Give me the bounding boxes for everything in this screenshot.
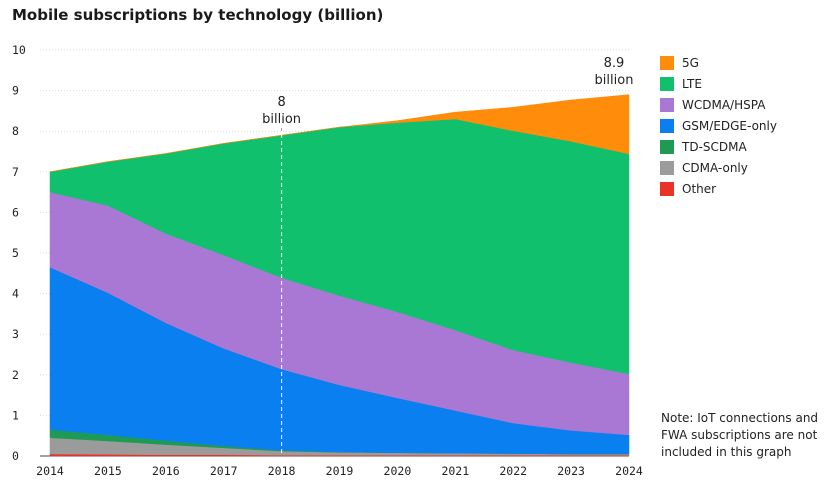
legend-swatch [660, 139, 674, 154]
legend-swatch [660, 160, 674, 175]
legend-swatch [660, 181, 674, 196]
annotation-value: 8.9 [604, 56, 625, 71]
legend-swatch [660, 118, 674, 133]
legend-label: GSM/EDGE-only [682, 118, 777, 133]
legend-item: LTE [660, 73, 777, 94]
y-tick-label: 3 [12, 327, 19, 341]
x-axis: 2014 2015 2016 2017 2018 2019 2020 2021 2022 2023… [36, 464, 643, 478]
legend-item: GSM/EDGE-only [660, 115, 777, 136]
legend-label: CDMA-only [682, 160, 748, 175]
y-tick-label: 7 [12, 165, 19, 179]
chart-title: Mobile subscriptions by technology (bill… [12, 6, 384, 24]
footnote: Note: IoT connections and FWA subscripti… [661, 411, 819, 459]
x-tick-label: 2017 [210, 464, 238, 478]
y-axis: 0 1 2 3 4 5 6 7 8 9 10 [12, 43, 26, 463]
legend-label: 5G [682, 55, 699, 70]
x-tick-label: 2024 [615, 464, 643, 478]
legend-swatch [660, 55, 674, 70]
x-tick-label: 2014 [36, 464, 64, 478]
y-tick-label: 10 [12, 43, 26, 57]
legend-swatch [660, 76, 674, 91]
area-5g [49, 94, 630, 173]
legend-item: CDMA-only [660, 157, 777, 178]
x-tick-label: 2015 [94, 464, 122, 478]
legend-item: 5G [660, 52, 777, 73]
y-tick-label: 1 [12, 408, 19, 422]
annotations: 8 billion 8.9 billion [262, 56, 633, 127]
legend-label: WCDMA/HSPA [682, 97, 766, 112]
x-tick-label: 2023 [557, 464, 585, 478]
x-tick-label: 2019 [326, 464, 354, 478]
y-tick-label: 6 [12, 205, 19, 219]
y-tick-label: 8 [12, 124, 19, 138]
legend-item: WCDMA/HSPA [660, 94, 777, 115]
x-tick-label: 2020 [384, 464, 412, 478]
area-series [49, 94, 630, 457]
y-tick-label: 4 [12, 287, 19, 301]
y-tick-label: 5 [12, 246, 19, 260]
x-tick-label: 2016 [152, 464, 180, 478]
legend: 5G LTE WCDMA/HSPA GSM/EDGE-only TD-SCDMA CDMA… [660, 52, 777, 199]
x-tick-label: 2021 [441, 464, 469, 478]
x-tick-label: 2022 [499, 464, 527, 478]
annotation-value: 8 [277, 95, 285, 110]
legend-label: TD-SCDMA [682, 139, 747, 154]
legend-swatch [660, 97, 674, 112]
annotation-unit: billion [262, 112, 301, 127]
x-tick-label: 2018 [268, 464, 296, 478]
legend-label: Other [682, 181, 717, 196]
legend-item: Other [660, 178, 777, 199]
y-tick-label: 0 [12, 449, 19, 463]
legend-item: TD-SCDMA [660, 136, 777, 157]
legend-label: LTE [682, 76, 702, 91]
y-tick-label: 2 [12, 368, 19, 382]
annotation-unit: billion [595, 73, 634, 88]
y-tick-label: 9 [12, 84, 19, 98]
